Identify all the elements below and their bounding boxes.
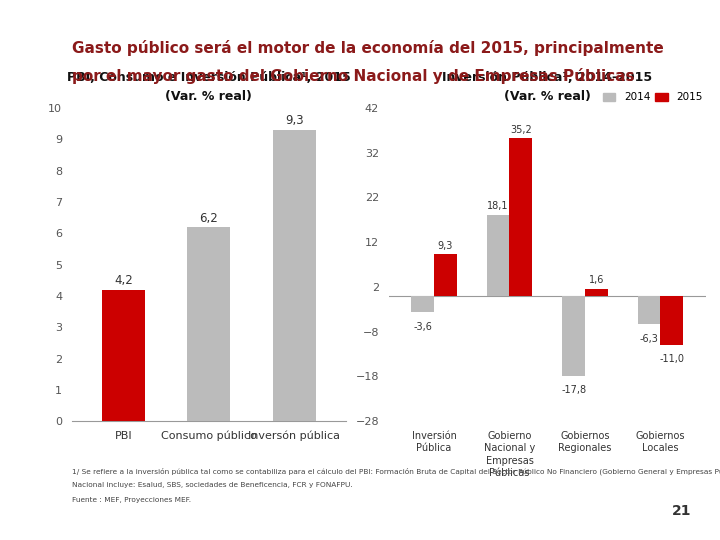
Text: Fuente : MEF, Proyecciones MEF.: Fuente : MEF, Proyecciones MEF. [72, 497, 191, 503]
Bar [187, 227, 230, 421]
Text: -3,6: -3,6 [413, 322, 432, 332]
Text: por el mayor gasto del Gobierno Nacional y de Empresas Públicas: por el mayor gasto del Gobierno Nacional… [72, 68, 634, 84]
Text: 9,3: 9,3 [285, 114, 304, 127]
Legend: 2014, 2015: 2014, 2015 [599, 88, 707, 106]
Title: PBI, Consumo e Inversión Pública¹, 2015
(Var. % real): PBI, Consumo e Inversión Pública¹, 2015 … [67, 71, 351, 103]
Text: 6,2: 6,2 [199, 212, 218, 225]
Title: Inversión Pública¹, 2014-2015
(Var. % real): Inversión Pública¹, 2014-2015 (Var. % re… [442, 71, 652, 103]
Text: 21: 21 [672, 504, 691, 518]
Bar [273, 130, 315, 421]
Text: 9,3: 9,3 [438, 241, 453, 251]
Text: -6,3: -6,3 [639, 334, 659, 344]
Bar [102, 289, 145, 421]
Text: Gasto público será el motor de la economía del 2015, principalmente: Gasto público será el motor de la econom… [72, 40, 664, 57]
Text: Nacional incluye: Esalud, SBS, sociedades de Beneficencia, FCR y FONAFPU.: Nacional incluye: Esalud, SBS, sociedade… [72, 482, 353, 488]
Text: -11,0: -11,0 [659, 354, 684, 364]
Bar [562, 296, 585, 375]
Text: 1/ Se refiere a la inversión pública tal como se contabiliza para el cálculo del: 1/ Se refiere a la inversión pública tal… [72, 467, 720, 475]
Text: 35,2: 35,2 [510, 125, 531, 135]
Bar [638, 296, 660, 324]
Bar [510, 138, 532, 296]
Text: 4,2: 4,2 [114, 274, 132, 287]
Bar [411, 296, 434, 312]
Text: 18,1: 18,1 [487, 201, 509, 211]
Text: -17,8: -17,8 [561, 386, 586, 395]
Text: 1,6: 1,6 [588, 275, 604, 285]
Bar [585, 289, 608, 296]
Bar [487, 215, 510, 296]
Bar [660, 296, 683, 345]
Bar [434, 254, 456, 296]
